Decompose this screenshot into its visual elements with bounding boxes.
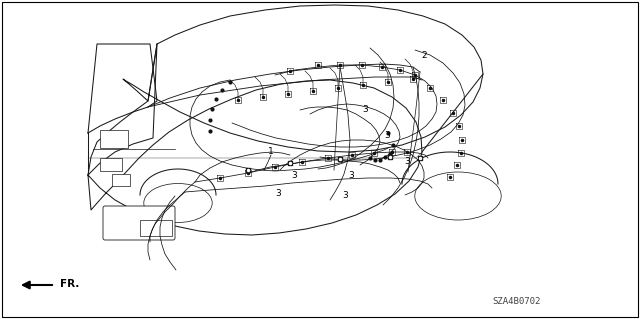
Polygon shape	[123, 5, 483, 152]
FancyBboxPatch shape	[140, 220, 172, 236]
Text: FR.: FR.	[60, 279, 79, 289]
Ellipse shape	[415, 172, 501, 220]
Polygon shape	[88, 44, 157, 175]
Text: 1: 1	[268, 147, 274, 157]
Text: 3: 3	[275, 189, 281, 197]
Text: 3: 3	[348, 170, 354, 180]
Polygon shape	[88, 44, 157, 133]
FancyBboxPatch shape	[100, 130, 128, 148]
Text: 3: 3	[384, 130, 390, 139]
Text: 2: 2	[421, 51, 427, 61]
FancyBboxPatch shape	[103, 206, 175, 240]
Ellipse shape	[144, 183, 212, 222]
Text: 3: 3	[362, 106, 368, 115]
Text: SZA4B0702: SZA4B0702	[493, 298, 541, 307]
Text: 3: 3	[404, 157, 410, 166]
Text: 3: 3	[342, 190, 348, 199]
FancyBboxPatch shape	[112, 174, 130, 186]
Polygon shape	[88, 80, 422, 235]
Text: 3: 3	[291, 170, 297, 180]
FancyBboxPatch shape	[100, 158, 122, 171]
